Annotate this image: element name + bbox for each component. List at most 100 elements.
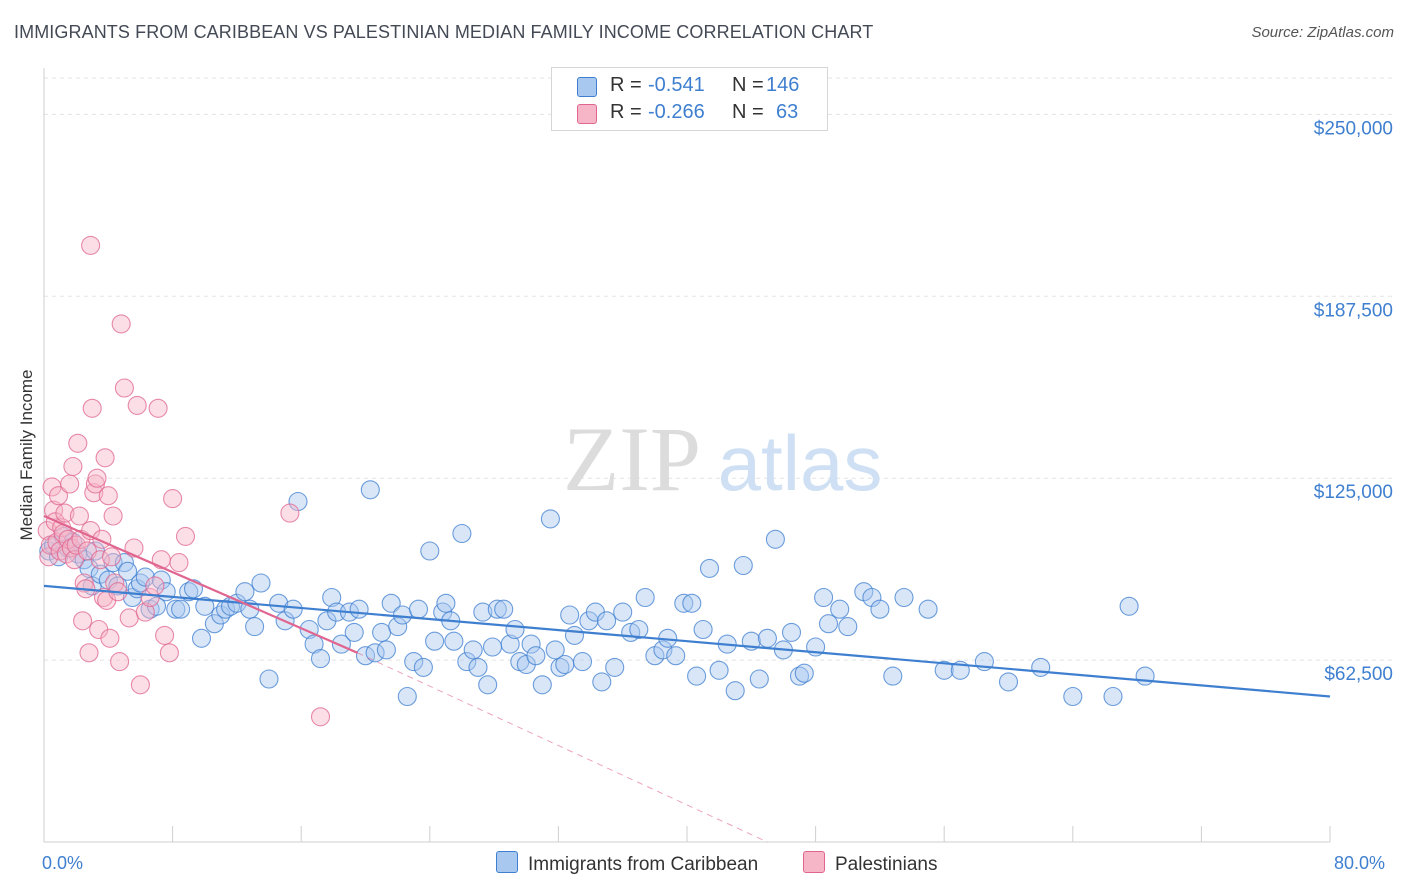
caribbean-point — [413, 657, 433, 677]
watermark: ZIP atlas — [563, 408, 882, 510]
caribbean-point — [425, 631, 445, 651]
legend-r-label: R = — [610, 74, 642, 96]
caribbean-trend-line — [43, 584, 1331, 698]
palestinian-point — [98, 486, 118, 506]
caribbean-point — [494, 599, 514, 619]
y-tick-label: $250,000 — [1314, 118, 1393, 139]
caribbean-point — [365, 643, 385, 663]
caribbean-point — [444, 631, 464, 651]
caribbean-point — [699, 558, 720, 578]
palestinian-point — [73, 611, 93, 631]
caribbean-point — [344, 622, 364, 642]
palestinian-point — [145, 576, 165, 596]
palestinian-point — [79, 643, 99, 663]
caribbean-point — [108, 576, 128, 596]
caribbean-point — [283, 599, 303, 619]
caribbean-point — [269, 593, 289, 613]
caribbean-point — [397, 686, 417, 707]
caribbean-point — [463, 640, 483, 660]
bottom-legend-caribbean: Immigrants from Caribbean — [496, 851, 758, 876]
x-tick-label-max: 80.0% — [1334, 853, 1386, 873]
source-label: Source: ZipAtlas.com — [1251, 24, 1394, 41]
caribbean-point — [1063, 686, 1083, 707]
palestinian-point — [114, 378, 134, 398]
palestinian-point — [140, 587, 160, 608]
caribbean-point — [830, 599, 850, 619]
caribbean-point — [349, 599, 369, 619]
caribbean-point — [725, 681, 745, 701]
legend-n-label: N = — [732, 74, 764, 96]
palestinian-point — [60, 474, 80, 494]
caribbean-point — [245, 617, 265, 637]
caribbean-point — [862, 587, 882, 608]
caribbean-point — [183, 579, 204, 599]
x-tick-label-min: 0.0% — [42, 853, 84, 873]
caribbean-point — [468, 657, 488, 677]
bottom-legend-palestinians: Palestinians — [803, 851, 937, 876]
bottom-legend-label-palestinians: Palestinians — [835, 854, 938, 875]
caribbean-point — [360, 480, 380, 500]
caribbean-point — [687, 666, 707, 686]
caribbean-point — [998, 672, 1019, 692]
caribbean-point — [781, 622, 802, 642]
caribbean-point — [592, 672, 612, 692]
palestinian-point — [48, 486, 69, 506]
palestinian-point — [111, 314, 131, 334]
legend-n-value: 146 — [766, 74, 800, 96]
caribbean-point — [814, 587, 834, 608]
watermark-atlas: atlas — [718, 419, 883, 507]
palestinian-point — [95, 448, 115, 468]
caribbean-point — [404, 652, 424, 672]
caribbean-point — [171, 599, 191, 619]
palestinian-point — [110, 652, 130, 672]
chart-title: IMMIGRANTS FROM CARIBBEAN VS PALESTINIAN… — [14, 22, 874, 42]
caribbean-point — [478, 675, 498, 695]
palestinian-point — [135, 602, 155, 622]
palestinian-trend-extension — [357, 652, 768, 843]
caribbean-point — [794, 663, 814, 683]
caribbean-point — [749, 669, 769, 689]
axes — [43, 68, 1331, 843]
caribbean-point — [118, 561, 138, 581]
legend-r-value: -0.266 — [648, 101, 705, 123]
watermark-zip: ZIP — [563, 408, 701, 510]
caribbean-point — [452, 523, 472, 544]
palestinian-point — [93, 587, 114, 608]
caribbean-point — [674, 593, 694, 613]
caribbean-point — [693, 619, 713, 640]
caribbean-point — [605, 657, 625, 677]
caribbean-point — [408, 599, 429, 619]
caribbean-point — [666, 646, 686, 666]
caribbean-point — [372, 622, 392, 642]
legend-swatch-caribbean — [577, 77, 597, 97]
caribbean-point — [818, 614, 839, 634]
caribbean-point — [521, 634, 541, 654]
caribbean-point — [166, 599, 186, 619]
y-tick-labels: $62,500 $125,000 $187,500 $250,000 — [1314, 118, 1393, 685]
caribbean-point — [1119, 596, 1139, 616]
palestinian-point — [280, 503, 300, 523]
palestinian-point — [310, 707, 331, 727]
palestinian-point — [151, 550, 171, 570]
bottom-legend-label-caribbean: Immigrants from Caribbean — [528, 854, 759, 875]
caribbean-point — [457, 652, 477, 672]
caribbean-point — [191, 628, 212, 648]
caribbean-point — [883, 666, 903, 686]
y-tick-label: $125,000 — [1314, 482, 1393, 503]
caribbean-point — [310, 649, 331, 669]
palestinian-point — [163, 489, 183, 509]
caribbean-point — [934, 660, 954, 680]
caribbean-point — [635, 587, 655, 608]
caribbean-point — [560, 605, 580, 625]
caribbean-point — [259, 669, 279, 689]
caribbean-point — [540, 509, 560, 529]
caribbean-point — [436, 593, 456, 613]
caribbean-point — [251, 573, 271, 593]
legend-r-value: -0.541 — [648, 74, 705, 96]
palestinian-point — [119, 608, 139, 628]
caribbean-point — [545, 640, 565, 660]
caribbean-point — [613, 602, 633, 622]
caribbean-point — [500, 634, 520, 654]
palestinian-point — [101, 547, 122, 567]
